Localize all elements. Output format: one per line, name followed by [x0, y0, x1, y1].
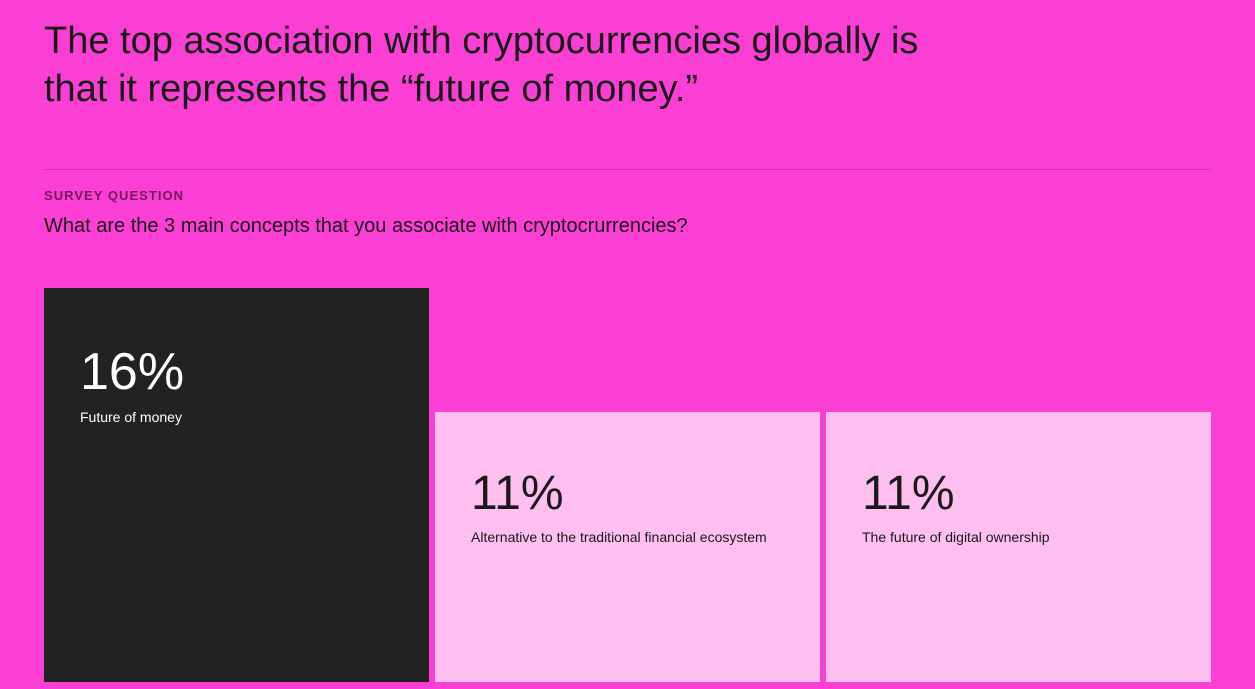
stat-cards-row: 16% Future of money 11% Alternative to t… — [44, 288, 1211, 682]
survey-question: What are the 3 main concepts that you as… — [44, 215, 1211, 238]
stat-card: 11% The future of digital ownership — [826, 412, 1211, 682]
stat-label: The future of digital ownership — [862, 528, 1175, 546]
stat-percentage: 11% — [862, 470, 1175, 518]
survey-eyebrow: SURVEY QUESTION — [44, 188, 1211, 203]
stat-percentage: 16% — [80, 346, 393, 398]
stat-label: Future of money — [80, 408, 393, 426]
stat-card: 16% Future of money — [44, 288, 429, 682]
section-divider — [44, 169, 1211, 170]
stat-percentage: 11% — [471, 470, 784, 518]
stat-label: Alternative to the traditional financial… — [471, 528, 784, 546]
stat-card: 11% Alternative to the traditional finan… — [435, 412, 820, 682]
headline: The top association with cryptocurrencie… — [44, 18, 944, 113]
infographic-page: The top association with cryptocurrencie… — [0, 0, 1255, 689]
